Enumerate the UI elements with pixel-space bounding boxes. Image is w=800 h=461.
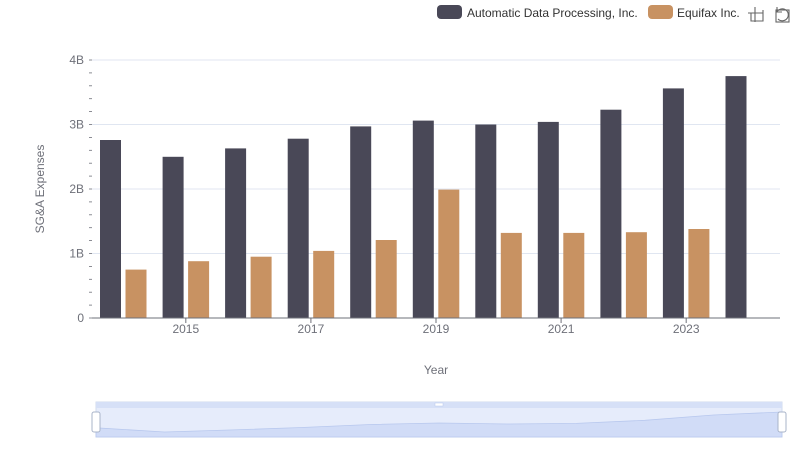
y-axis-labels: 0 1B 2B 3B 4B	[69, 53, 84, 325]
data-zoom-preview-line	[95, 411, 783, 438]
bar-equifax-2018[interactable]	[375, 240, 397, 318]
y-tick-label: 0	[77, 311, 84, 325]
data-zoom-left-handle[interactable]	[91, 411, 101, 433]
y-axis-minor-ticks	[89, 59, 92, 319]
bar-equifax-2021[interactable]	[563, 232, 585, 318]
bar-equifax-2020[interactable]	[500, 232, 522, 318]
y-tick-label: 1B	[69, 247, 84, 261]
legend-swatch[interactable]	[437, 5, 462, 19]
legend-item-label[interactable]: Automatic Data Processing, Inc.	[467, 6, 638, 20]
legend-item-label[interactable]: Equifax Inc.	[677, 6, 740, 20]
bar-equifax-2015[interactable]	[188, 261, 210, 318]
y-axis-title: SG&A Expenses	[33, 145, 47, 234]
data-zoom-grip[interactable]	[434, 402, 444, 407]
bar-adp-2018[interactable]	[350, 126, 372, 319]
bars-group	[100, 76, 747, 319]
y-tick-label: 4B	[69, 53, 84, 67]
y-tick-label: 3B	[69, 118, 84, 132]
bar-adp-2019[interactable]	[412, 120, 434, 318]
bar-equifax-2019[interactable]	[438, 189, 460, 318]
bar-equifax-2016[interactable]	[250, 256, 272, 318]
bar-adp-2021[interactable]	[537, 121, 559, 319]
bar-adp-2014[interactable]	[100, 140, 121, 318]
zoom-icon[interactable]	[748, 7, 764, 22]
bar-equifax-2022[interactable]	[625, 232, 647, 318]
x-tick-label: 2021	[548, 322, 575, 336]
x-axis-labels: 2015 2017 2019 2021 2023	[172, 318, 700, 336]
bar-adp-2022[interactable]	[600, 109, 622, 318]
x-tick-label: 2019	[423, 322, 450, 336]
y-tick-label: 2B	[69, 182, 84, 196]
bar-adp-2017[interactable]	[287, 138, 309, 318]
x-tick-label: 2015	[172, 322, 199, 336]
bar-equifax-2014[interactable]	[125, 269, 147, 318]
x-axis-title: Year	[424, 363, 448, 377]
bar-adp-2024[interactable]	[725, 76, 747, 318]
bar-adp-2023[interactable]	[662, 88, 684, 319]
legend-swatch[interactable]	[648, 5, 673, 19]
bar-adp-2020[interactable]	[475, 124, 497, 319]
x-tick-label: 2017	[298, 322, 325, 336]
x-tick-label: 2023	[673, 322, 700, 336]
bar-equifax-2017[interactable]	[313, 250, 335, 318]
bar-adp-2016[interactable]	[225, 148, 247, 318]
legend[interactable]: Automatic Data Processing, Inc. Equifax I…	[437, 5, 740, 20]
bar-adp-2015[interactable]	[162, 156, 184, 319]
data-zoom-right-handle[interactable]	[777, 411, 787, 433]
data-zoom-slider[interactable]	[91, 401, 787, 438]
bar-equifax-2023[interactable]	[688, 229, 710, 318]
restore-icon[interactable]	[775, 7, 790, 23]
